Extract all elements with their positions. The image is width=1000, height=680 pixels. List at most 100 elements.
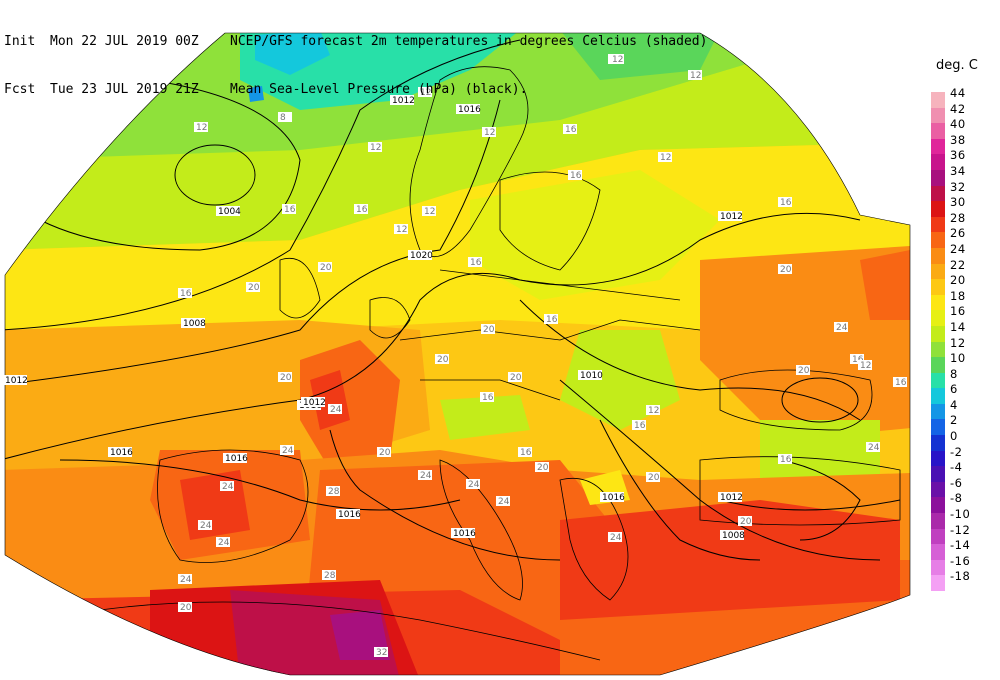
legend-swatch — [931, 559, 945, 576]
temperature-label: 24 — [222, 482, 234, 492]
temperature-label: 16 — [482, 393, 494, 403]
temperature-label: 16 — [180, 289, 192, 299]
legend-label: 34 — [950, 163, 966, 178]
temperature-label-bg — [354, 204, 368, 214]
legend-swatch — [931, 138, 945, 155]
temperature-label: 20 — [483, 325, 495, 335]
temperature-label: 12 — [690, 71, 701, 81]
temperature-label: 20 — [510, 373, 522, 383]
legend-label: -2 — [950, 444, 963, 459]
legend-label: 40 — [950, 117, 966, 132]
temperature-label: 20 — [437, 355, 449, 365]
pressure-label-bg — [718, 492, 742, 502]
temperature-label-bg — [418, 87, 432, 97]
legend-swatch — [931, 325, 945, 342]
temperature-label-bg — [481, 324, 495, 334]
legend-swatch — [931, 497, 945, 514]
temperature-label: 16 — [546, 315, 558, 325]
pressure-label: 1004 — [218, 207, 241, 217]
temperature-label-bg — [278, 372, 292, 382]
legend-swatch — [931, 435, 945, 451]
temperature-label-bg — [646, 472, 660, 482]
temperature-label-bg — [178, 574, 192, 584]
temperature-label: 24 — [420, 471, 432, 481]
temperature-label: 24 — [200, 521, 212, 531]
pressure-label: 1016 — [338, 510, 361, 520]
pressure-label: 1016 — [225, 454, 248, 464]
temperature-label: 16 — [780, 455, 792, 465]
pressure-label-bg — [181, 318, 205, 328]
init-value: Mon 22 JUL 2019 00Z — [50, 34, 199, 49]
legend-label: -14 — [950, 538, 971, 553]
temperature-label-bg — [278, 112, 292, 122]
legend-label: 30 — [950, 195, 966, 210]
temperature-label: 16 — [356, 205, 368, 215]
legend-label: 38 — [950, 132, 966, 147]
header-line-1: NCEP/GFS forecast 2m temperatures in deg… — [230, 34, 708, 49]
temperature-label-bg — [322, 570, 336, 580]
legend-label: 0 — [950, 429, 958, 444]
pressure-label-bg — [456, 104, 480, 114]
legend-label: 10 — [950, 351, 966, 366]
legend-swatch — [931, 263, 945, 280]
temperature-label-bg — [568, 170, 582, 180]
temperature-label: 28 — [324, 571, 336, 581]
legend-label: -10 — [950, 507, 971, 522]
temperature-label-bg — [688, 70, 702, 80]
legend-swatch — [931, 154, 945, 170]
pressure-label: 1012 — [720, 493, 743, 503]
temperature-label-bg — [535, 462, 549, 472]
temperature-label-bg — [178, 288, 192, 298]
legend-label: -6 — [950, 475, 963, 490]
temperature-label-bg — [435, 354, 449, 364]
legend-swatch — [931, 169, 945, 186]
pressure-label: 1008 — [183, 319, 206, 329]
legend-swatch — [931, 575, 945, 591]
temperature-label: 24 — [868, 443, 880, 453]
temperature-label: 28 — [328, 487, 340, 497]
legend-swatch — [931, 247, 945, 264]
legend-label: 42 — [950, 101, 966, 116]
legend-label: 20 — [950, 273, 966, 288]
temperature-label-bg — [326, 486, 340, 496]
temperature-label: 12 — [860, 361, 871, 371]
temperature-label-bg — [866, 442, 880, 452]
temperature-label-bg — [544, 314, 558, 324]
temperature-label: 16 — [780, 198, 792, 208]
temperature-label: 24 — [180, 575, 192, 585]
temperature-label: 12 — [420, 88, 431, 98]
legend-label: 24 — [950, 241, 966, 256]
temperature-label: 24 — [330, 405, 342, 415]
legend-label: 44 — [950, 86, 966, 100]
temperature-label: 20 — [379, 448, 391, 458]
temperature-label: 12 — [424, 207, 435, 217]
legend-label: 8 — [950, 366, 958, 381]
temperature-label: 24 — [498, 497, 510, 507]
legend-swatch — [931, 481, 945, 498]
temperature-label-bg — [178, 602, 192, 612]
temperature-label-bg — [282, 204, 296, 214]
legend-swatches — [931, 92, 945, 591]
legend-label: 22 — [950, 257, 966, 272]
temperature-label-bg — [422, 206, 436, 216]
temperature-label-bg — [508, 372, 522, 382]
temperature-label: 24 — [610, 533, 622, 543]
temperature-label-bg — [796, 365, 810, 375]
legend-label: 4 — [950, 397, 958, 412]
legend-swatch — [931, 513, 945, 529]
temperature-label-bg — [377, 447, 391, 457]
temperature-label-bg — [496, 496, 510, 506]
legend-swatch — [931, 216, 945, 233]
legend-swatch — [931, 544, 945, 560]
legend-label: 36 — [950, 148, 966, 163]
pressure-label-bg — [720, 530, 744, 540]
legend-swatch — [931, 92, 945, 108]
legend-swatch — [931, 528, 945, 545]
temperature-label: 12 — [484, 128, 495, 138]
temperature-label-bg — [482, 127, 496, 137]
legend-swatch — [931, 403, 945, 420]
temperature-label-bg — [658, 152, 672, 162]
temperature-label: 16 — [520, 448, 532, 458]
temperature-label: 16 — [852, 355, 864, 365]
